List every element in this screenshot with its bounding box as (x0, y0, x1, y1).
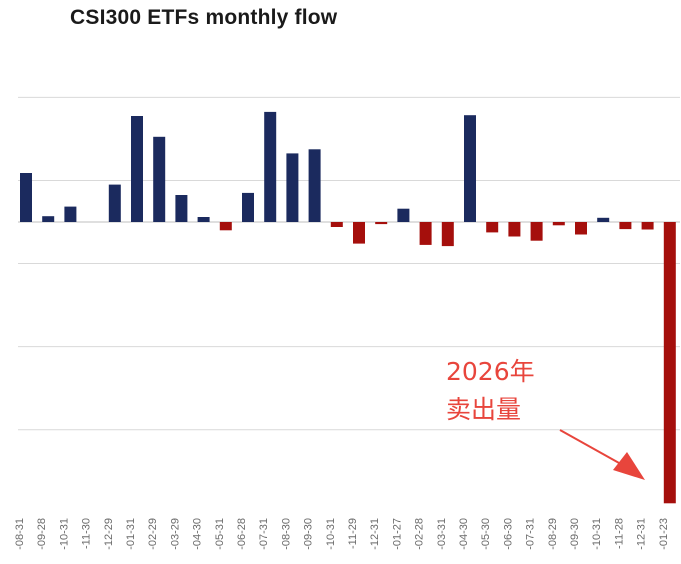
bar--09-30 (308, 149, 321, 222)
bar--11-28 (619, 222, 632, 230)
x-tick-label: -09-30 (569, 518, 581, 550)
x-tick-label: -01-23 (658, 518, 670, 550)
x-tick-label: -12-31 (636, 518, 648, 550)
x-tick-label: -08-31 (14, 518, 26, 550)
bar--02-29 (153, 136, 166, 222)
bar--05-30 (486, 222, 499, 233)
annotation-arrow-head (613, 452, 645, 480)
bar--01-27 (397, 208, 410, 222)
x-tick-label: -03-29 (169, 518, 181, 550)
x-tick-labels: -08-31 -09-28 -10-31 -11-30 -12-29 -01-31 -02-… (14, 518, 670, 550)
x-tick-label: -07-31 (258, 518, 270, 550)
bar--07-31 (264, 111, 277, 222)
bar--02-28 (419, 222, 432, 245)
bar--07-31 (530, 222, 543, 241)
x-tick-label: -08-29 (547, 518, 559, 550)
bar--10-31 (64, 206, 77, 222)
gridlines (18, 96, 680, 431)
x-tick-label: -06-30 (502, 518, 514, 550)
bar--05-31 (219, 222, 232, 231)
bar--09-28 (42, 216, 55, 222)
bar--11-29 (353, 222, 365, 244)
bar--03-29 (175, 195, 188, 222)
x-tick-label: -05-31 (214, 518, 226, 550)
bar--01-23 (663, 222, 676, 504)
x-tick-label: -09-30 (303, 518, 315, 550)
bar--10-31 (597, 217, 610, 222)
bar--04-30 (464, 115, 476, 222)
x-tick-label: -01-27 (391, 518, 403, 550)
x-tick-label: -07-31 (525, 518, 537, 550)
annotation: 2026年 卖出量 (446, 357, 645, 480)
bar--09-30 (575, 222, 587, 235)
x-tick-label: -06-28 (236, 518, 248, 550)
annotation-line-2: 卖出量 (446, 395, 521, 424)
x-tick-label: -03-31 (436, 518, 448, 550)
chart-title: CSI300 ETFs monthly flow (70, 6, 338, 29)
x-tick-label: -09-28 (36, 518, 48, 550)
x-tick-label: -10-31 (591, 518, 603, 550)
x-tick-label: -11-30 (81, 518, 93, 549)
annotation-arrow-shaft (559, 429, 629, 469)
bar--12-29 (108, 184, 121, 222)
bar--03-31 (441, 222, 454, 247)
bar--06-28 (242, 192, 254, 222)
bar--01-31 (131, 116, 143, 222)
bar--04-30 (197, 217, 210, 222)
bar--12-31 (375, 222, 388, 225)
bar--08-29 (552, 222, 565, 226)
x-tick-label: -08-30 (280, 518, 292, 550)
x-tick-label: -05-30 (480, 518, 492, 550)
x-tick-label: -02-28 (414, 518, 426, 550)
x-tick-label: -10-31 (58, 518, 70, 550)
x-tick-label: -01-31 (125, 518, 137, 550)
x-tick-label: -12-31 (369, 518, 381, 550)
bar--08-31 (20, 173, 32, 222)
x-tick-label: -11-28 (613, 518, 625, 549)
bar--08-30 (286, 153, 299, 222)
x-tick-label: -12-29 (103, 518, 115, 550)
bars (20, 111, 676, 504)
bar--06-30 (508, 222, 521, 237)
x-tick-label: -11-29 (347, 518, 359, 549)
x-tick-label: -02-29 (147, 518, 159, 550)
x-tick-label: -10-31 (325, 518, 337, 550)
x-tick-label: -04-30 (192, 518, 204, 550)
annotation-line-1: 2026年 (446, 357, 535, 386)
bar--12-31 (641, 222, 654, 230)
bar--10-31 (330, 222, 343, 227)
x-tick-label: -04-30 (458, 518, 470, 550)
